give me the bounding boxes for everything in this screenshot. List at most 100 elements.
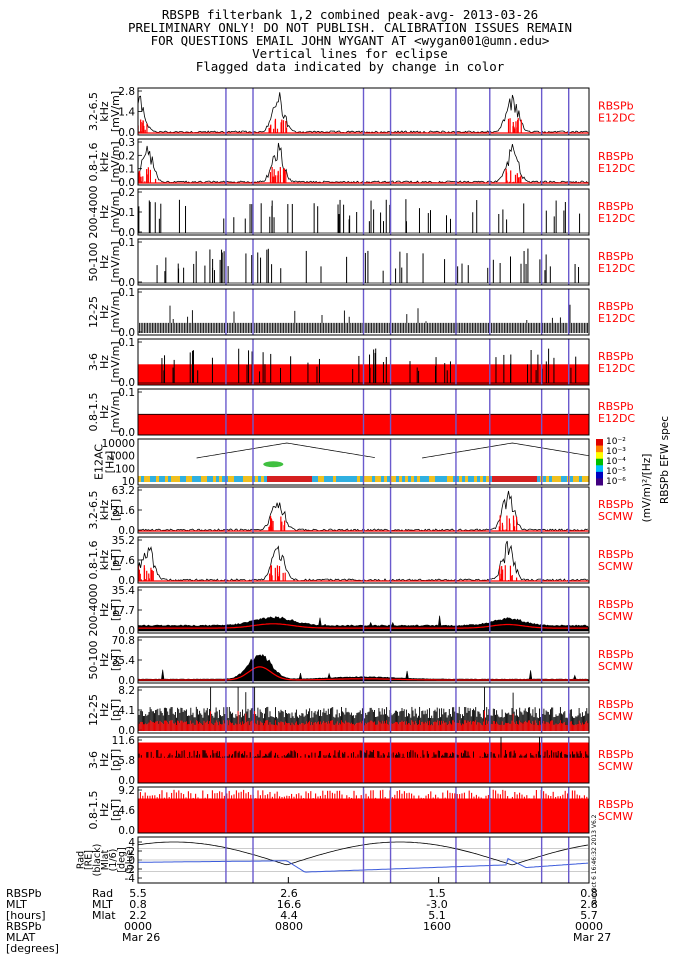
- panel-4-ylabel: Hz: [98, 305, 111, 319]
- panel-0-ylabel: 3.2-6.5: [87, 92, 100, 131]
- panel-1-sensor-label: E12DC: [598, 162, 635, 175]
- panel-1-sensor-label: RBSPb: [598, 150, 634, 163]
- panel-1-tick: 0.3: [118, 137, 135, 149]
- panel-0-tick: 1.4: [118, 107, 135, 119]
- panel-0-sensor-label: RBSPb: [598, 100, 634, 113]
- panel-9-ylabel: [pT]: [109, 549, 122, 571]
- panel-4-sensor-label: RBSPb: [598, 300, 634, 313]
- panel-15: 420-2-4 Rad[RE](black)Mlat(1/6)[deg](blue…: [75, 814, 598, 905]
- panel-3-ylabel: Hz: [98, 255, 111, 269]
- panel-8-tick: 0.0: [118, 525, 135, 537]
- panel-6-ylabel: [mV/m]: [109, 391, 122, 432]
- panel-6-sensor-label: E12DC: [598, 412, 635, 425]
- panel-15-tick: 2: [128, 846, 135, 858]
- panel-2-ylabel: Hz: [98, 205, 111, 219]
- panel-14-sensor-label: SCMW: [598, 810, 633, 823]
- panel-2-sensor-label: E12DC: [598, 212, 635, 225]
- panel-5-ylabel: Hz: [98, 355, 111, 369]
- panel-5-sensor-label: E12DC: [598, 362, 635, 375]
- panel-8-tick: 63.2: [112, 485, 135, 497]
- panel-1-tick: 0.1: [118, 164, 135, 176]
- panel-8-ylabel: 3.2-6.5: [87, 491, 100, 530]
- header-line-eclipse-note: Vertical lines for eclipse: [252, 46, 448, 61]
- panel-15-ylabel: (black): [92, 844, 103, 877]
- panel-8-ylabel: [pT]: [109, 499, 122, 521]
- panel-4-sensor-label: E12DC: [598, 312, 635, 325]
- panel-11-ylabel: 50-100: [87, 641, 100, 680]
- panel-7-tick: 100: [115, 463, 135, 475]
- panel-9-tick: 0.0: [118, 575, 135, 587]
- panel-14-tick: 9.2: [118, 785, 135, 797]
- panel-9-ylabel: kHz: [98, 550, 111, 571]
- panel-15-ylabel: Mlat: [100, 850, 111, 871]
- panel-6-ylabel: 0.8-1.5: [87, 393, 100, 432]
- panel-14-sensor-label: RBSPb: [598, 798, 634, 811]
- panel-12-ylabel: Hz: [98, 703, 111, 717]
- panel-15-ylabel: Rad: [75, 851, 86, 869]
- colorbar: 10⁻²10⁻³10⁻⁴10⁻⁵10⁻⁶ (mV/m)²/[Hz] RBSPb EF…: [596, 416, 671, 522]
- colorbar-tick: 10⁻⁵: [606, 467, 626, 477]
- panel-0-tick: 2.8: [118, 86, 135, 98]
- panel-8-sensor-label: RBSPb: [598, 498, 634, 511]
- panel-15-ylabel: [deg]: [116, 847, 127, 872]
- panel-12-tick: 8.2: [118, 685, 135, 697]
- panel-10-tick: 17.7: [112, 605, 135, 617]
- panel-7-trace: [138, 439, 589, 485]
- colorbar-tick: 10⁻²: [606, 437, 626, 447]
- panel-9-ylabel: 0.8-1.6: [87, 541, 100, 580]
- panel-5-tick: 0.1: [118, 337, 135, 349]
- panel-12-tick: 0.0: [118, 725, 135, 737]
- panel-11-sensor-label: SCMW: [598, 660, 633, 673]
- panel-3-ylabel: 50-100: [87, 243, 100, 282]
- panel-3-sensor-label: RBSPb: [598, 250, 634, 263]
- panel-12-ylabel: [pT]: [109, 699, 122, 721]
- panel-3-tick: 0.1: [118, 237, 135, 249]
- panel-3-sensor-label: E12DC: [598, 262, 635, 275]
- header-line-flag-note: Flagged data indicated by change in colo…: [195, 59, 505, 74]
- panel-6-sensor-label: RBSPb: [598, 400, 634, 413]
- panel-11-ylabel: Hz: [98, 653, 111, 667]
- panel-10-ylabel: [pT]: [109, 599, 122, 621]
- panel-1-tick: 0.2: [118, 150, 135, 162]
- panel-15-ylabel: (1/6): [108, 849, 119, 872]
- panel-0-sensor-label: E12DC: [598, 112, 635, 125]
- panel-10-ylabel: Hz: [98, 603, 111, 617]
- panel-12-tick: 4.1: [118, 705, 135, 717]
- plot-header: RBSPB filterbank 1,2 combined peak-avg- …: [0, 8, 700, 73]
- colorbar-title: RBSPb EFW spec: [659, 416, 671, 504]
- panel-12-sensor-label: RBSPb: [598, 698, 634, 711]
- panel-2-tick: 0.2: [118, 187, 135, 199]
- panel-7-tick: 10: [122, 476, 135, 488]
- panel-7-tick: 10000: [102, 438, 135, 450]
- panel-11-tick: 0.0: [118, 675, 135, 687]
- panel-2-sensor-label: RBSPb: [598, 200, 634, 213]
- panel-15-tick: -4: [125, 873, 136, 885]
- panel-13-tick: 5.8: [118, 755, 135, 767]
- panel-2-tick: 0.0: [118, 227, 135, 239]
- panel-4-tick: 0.1: [118, 287, 135, 299]
- panel-9-sensor-label: SCMW: [598, 560, 633, 573]
- panel-1-ylabel: [mV/m]: [109, 141, 122, 182]
- panel-3-ylabel: [mV/m]: [109, 241, 122, 282]
- panel-9-sensor-label: RBSPb: [598, 548, 634, 561]
- panel-10-sensor-label: RBSPb: [598, 598, 634, 611]
- panel-11-ylabel: [pT]: [109, 649, 122, 671]
- panel-2-tick: 0.1: [118, 207, 135, 219]
- panel-14-ylabel: Hz: [98, 803, 111, 817]
- panel-7-ylabel: [Hz]: [104, 451, 117, 474]
- panel-14-tick: 0.0: [118, 825, 135, 837]
- panel-4-trace: [138, 304, 589, 333]
- panel-15-tick: -2: [125, 864, 135, 876]
- panel-15-tick: 0: [128, 855, 135, 867]
- panel-10-tick: 35.4: [112, 585, 136, 597]
